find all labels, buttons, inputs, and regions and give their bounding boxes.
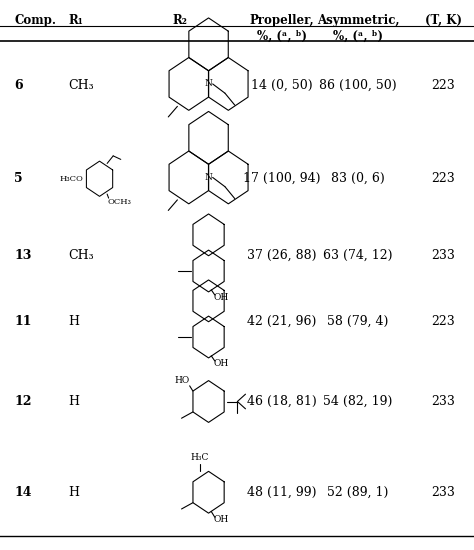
Text: R₁: R₁ — [69, 14, 83, 27]
Text: 83 (0, 6): 83 (0, 6) — [331, 172, 385, 185]
Text: 14: 14 — [14, 486, 32, 499]
Text: H₃CO: H₃CO — [60, 175, 83, 183]
Text: 17 (100, 94): 17 (100, 94) — [243, 172, 321, 185]
Text: 52 (89, 1): 52 (89, 1) — [327, 486, 389, 499]
Text: N: N — [205, 173, 212, 182]
Text: H: H — [69, 486, 80, 499]
Text: H: H — [69, 315, 80, 328]
Text: H: H — [69, 395, 80, 408]
Text: (T, K): (T, K) — [425, 14, 462, 27]
Text: 63 (74, 12): 63 (74, 12) — [323, 249, 392, 262]
Text: 11: 11 — [14, 315, 32, 328]
Text: 223: 223 — [431, 79, 455, 92]
Text: N: N — [205, 79, 212, 89]
Text: OH: OH — [214, 359, 229, 367]
Text: OH: OH — [214, 293, 229, 301]
Text: 14 (0, 50): 14 (0, 50) — [251, 79, 313, 92]
Text: 46 (18, 81): 46 (18, 81) — [247, 395, 317, 408]
Text: H₃C: H₃C — [191, 453, 209, 462]
Text: 223: 223 — [431, 315, 455, 328]
Text: Comp.: Comp. — [14, 14, 56, 27]
Text: HO: HO — [174, 376, 190, 385]
Text: 233: 233 — [431, 249, 455, 262]
Text: 42 (21, 96): 42 (21, 96) — [247, 315, 317, 328]
Text: R₂: R₂ — [173, 14, 188, 27]
Text: 12: 12 — [14, 395, 32, 408]
Text: 6: 6 — [14, 79, 23, 92]
Text: 223: 223 — [431, 172, 455, 185]
Text: 233: 233 — [431, 395, 455, 408]
Text: 5: 5 — [14, 172, 23, 185]
Text: 58 (79, 4): 58 (79, 4) — [327, 315, 389, 328]
Text: 54 (82, 19): 54 (82, 19) — [323, 395, 392, 408]
Text: OH: OH — [214, 515, 229, 524]
Text: CH₃: CH₃ — [69, 79, 94, 92]
Text: CH₃: CH₃ — [69, 249, 94, 262]
Text: Asymmetric,
%, (ᵃ, ᵇ): Asymmetric, %, (ᵃ, ᵇ) — [317, 14, 399, 43]
Text: 86 (100, 50): 86 (100, 50) — [319, 79, 397, 92]
Text: 37 (26, 88): 37 (26, 88) — [247, 249, 317, 262]
Text: 48 (11, 99): 48 (11, 99) — [247, 486, 317, 499]
Text: OCH₃: OCH₃ — [107, 197, 131, 206]
Text: 13: 13 — [14, 249, 32, 262]
Text: Propeller,
%, (ᵃ, ᵇ): Propeller, %, (ᵃ, ᵇ) — [250, 14, 314, 43]
Text: 233: 233 — [431, 486, 455, 499]
